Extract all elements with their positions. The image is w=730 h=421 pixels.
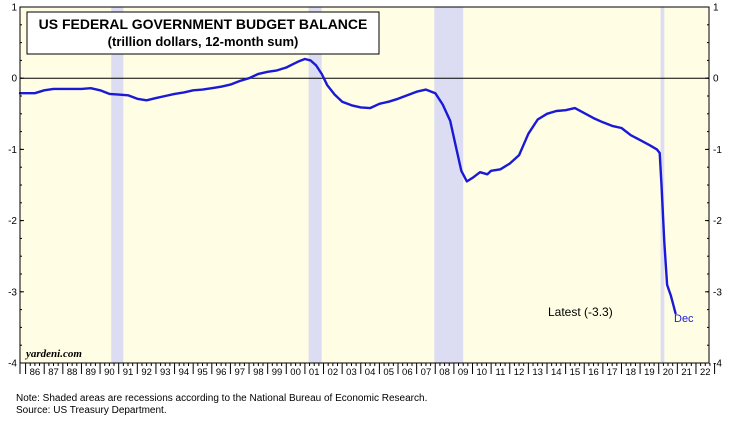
series-line (18, 57, 677, 315)
x-tick-label: 20 (663, 367, 674, 378)
x-tick-label: 00 (290, 367, 301, 378)
x-tick-label: 11 (496, 367, 506, 378)
budget-balance-chart: 1 10 0-1 -1-2 -2-3 -3-4 -4 86 87 88 89 90 91 92 93 94 9… (8, 3, 722, 379)
x-tick-label: 07 (421, 367, 432, 378)
recession-band (111, 7, 124, 363)
x-tick-label: 05 (383, 367, 394, 378)
y-tick-label-left: -4 (8, 359, 17, 370)
x-tick-label: 86 (30, 367, 41, 378)
x-tick-label: 15 (570, 367, 581, 378)
x-tick-label: 10 (477, 367, 488, 378)
x-tick-label: 92 (141, 367, 152, 378)
y-tick-label-right: -2 (713, 216, 722, 227)
x-tick-label: 89 (85, 367, 96, 378)
y-axis-ticks: 1 1 0 0 -1 -1 -2 -2 -3 -3 -4 -4 (8, 3, 722, 370)
x-tick-label: 90 (104, 367, 115, 378)
x-tick-label: 88 (67, 367, 78, 378)
x-tick-label: 21 (681, 367, 692, 378)
x-tick-label: 09 (458, 367, 469, 378)
x-tick-label: 03 (346, 367, 357, 378)
y-tick-label-right: -1 (713, 145, 722, 156)
x-tick-label: 14 (551, 367, 562, 378)
x-tick-label: 22 (700, 367, 711, 378)
brand-watermark: yardeni.com (24, 348, 82, 360)
y-tick-label-left: -3 (8, 287, 17, 298)
recession-band (434, 7, 464, 363)
x-tick-label: 12 (514, 367, 525, 378)
x-tick-label: 98 (253, 367, 264, 378)
x-tick-label: 99 (272, 367, 283, 378)
x-tick-label: 04 (365, 367, 376, 378)
y-tick-label-right: -3 (713, 287, 722, 298)
x-tick-label: 93 (160, 367, 171, 378)
footnote-recessions: Note: Shaded areas are recessions accord… (16, 393, 428, 404)
x-tick-label: 08 (439, 367, 450, 378)
x-axis-ticks: 86 87 88 89 90 91 92 93 94 95 96 97 98 99 00 01 02 03 04 05… (19, 363, 716, 378)
x-tick-label: 96 (216, 367, 227, 378)
x-tick-label: 16 (588, 367, 599, 378)
y-tick-label-left: 0 (11, 74, 17, 85)
x-tick-label: 97 (234, 367, 245, 378)
y-tick-label-left: -2 (8, 216, 17, 227)
latest-month-label: Dec (674, 313, 694, 325)
chart-title: US FEDERAL GOVERNMENT BUDGET BALANCE (39, 16, 368, 32)
y-tick-label-right: 0 (713, 74, 719, 85)
recession-bands (111, 7, 665, 363)
x-tick-label: 94 (179, 367, 190, 378)
x-tick-label: 01 (309, 367, 320, 378)
title-box (26, 11, 380, 55)
series-layer (18, 57, 677, 315)
x-tick-label: 02 (328, 367, 339, 378)
y-tick-label-left: -1 (8, 145, 17, 156)
recession-band (308, 7, 322, 363)
x-tick-label: 06 (402, 367, 413, 378)
latest-annotation: Latest (-3.3) (548, 305, 613, 319)
x-tick-label: 87 (48, 367, 59, 378)
y-tick-label-right: 1 (713, 3, 719, 14)
plot-background (20, 7, 709, 363)
x-tick-label: 91 (123, 367, 134, 378)
x-tick-label: 18 (626, 367, 637, 378)
x-tick-label: 95 (197, 367, 208, 378)
footnote-source: Source: US Treasury Department. (16, 405, 167, 416)
chart-subtitle: (trillion dollars, 12-month sum) (108, 34, 299, 49)
y-tick-label-left: 1 (11, 3, 17, 14)
x-tick-label: 19 (644, 367, 655, 378)
y-tick-label-right: -4 (713, 359, 722, 370)
x-tick-label: 17 (607, 367, 618, 378)
x-tick-label: 13 (532, 367, 543, 378)
